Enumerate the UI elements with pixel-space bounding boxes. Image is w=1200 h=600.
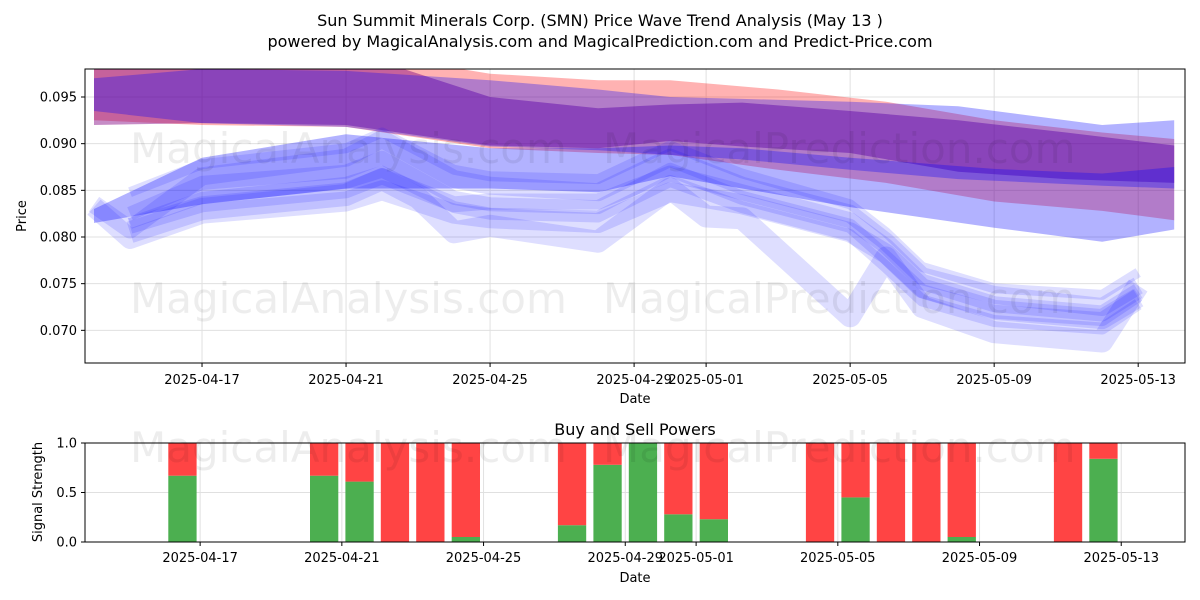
price-x-axis: 2025-04-17 2025-04-21 2025-04-25 2025-04-29…	[164, 363, 1176, 388]
buy-bar	[310, 475, 339, 542]
signal-y-tick-label: 0.0	[56, 536, 77, 551]
sell-bar	[841, 443, 870, 498]
trend-band-blue-2	[94, 69, 1175, 189]
price-x-tick-label: 2025-05-05	[812, 373, 888, 388]
buy-bar	[628, 443, 658, 542]
price-x-axis-label: Date	[619, 392, 650, 407]
buy-bar	[699, 519, 728, 542]
price-x-tick-label: 2025-04-21	[308, 373, 384, 388]
price-panel-grid	[85, 69, 1185, 363]
buy-bar	[841, 497, 870, 542]
trend-band-purple-1	[94, 69, 1175, 183]
price-bands	[94, 69, 1175, 242]
signal-x-tick-label: 2025-04-21	[304, 551, 380, 566]
sell-bar	[876, 443, 906, 542]
price-x-tick-label: 2025-05-01	[668, 373, 744, 388]
buy-bar	[593, 464, 622, 542]
price-y-tick-label: 0.085	[40, 184, 77, 199]
sell-bar	[947, 443, 976, 537]
sell-bar	[416, 443, 445, 542]
price-y-tick-label: 0.075	[40, 277, 77, 292]
buy-bar	[947, 537, 976, 542]
price-panel-watermarks: MagicalAnalysis.com MagicalPrediction.co…	[130, 124, 1076, 323]
watermark-analysis-middle: MagicalAnalysis.com	[130, 274, 567, 323]
sell-bar	[699, 443, 728, 520]
sell-bar	[1053, 443, 1083, 542]
price-y-tick-label: 0.095	[40, 91, 77, 106]
signal-y-tick-label: 1.0	[56, 437, 77, 452]
sell-bar	[912, 443, 941, 542]
price-panel-frame	[84, 68, 1186, 364]
price-wave-0	[88, 130, 1143, 316]
watermark-prediction-middle: MagicalPrediction.com	[603, 274, 1076, 323]
chart-subtitle: powered by MagicalAnalysis.com and Magic…	[267, 32, 932, 51]
price-y-axis-label: Price	[15, 200, 30, 232]
price-wave-2	[128, 165, 1142, 335]
signal-x-tick-label: 2025-04-29	[587, 551, 663, 566]
price-x-tick-label: 2025-04-29	[596, 373, 672, 388]
price-x-tick-label: 2025-05-13	[1100, 373, 1176, 388]
price-wave-5	[127, 165, 1143, 322]
price-wave-6	[87, 180, 1144, 330]
price-x-tick-label: 2025-05-09	[956, 373, 1032, 388]
signal-x-tick-label: 2025-05-05	[800, 551, 876, 566]
sell-bar	[1089, 443, 1118, 459]
buy-bar	[168, 475, 197, 542]
price-x-tick-label: 2025-04-25	[452, 373, 528, 388]
buy-bar	[557, 525, 587, 542]
price-y-tick-label: 0.090	[40, 137, 77, 152]
chart-title: Sun Summit Minerals Corp. (SMN) Price Wa…	[317, 11, 883, 30]
price-y-tick-label: 0.080	[40, 231, 77, 246]
trend-band-red-0	[94, 69, 1175, 221]
price-wave-1	[127, 150, 1143, 327]
price-wave-3	[126, 168, 1148, 353]
signal-x-tick-label: 2025-05-01	[658, 551, 734, 566]
sell-bar	[593, 443, 622, 465]
watermark-prediction-top: MagicalPrediction.com	[603, 124, 1076, 173]
signal-panel-title: Buy and Sell Powers	[554, 420, 716, 439]
trend-band-blue-3	[94, 134, 1175, 242]
buy-bar	[664, 514, 693, 542]
price-y-axis: 0.070 0.075 0.080 0.085 0.090 0.095	[40, 91, 85, 339]
watermark-analysis-top: MagicalAnalysis.com	[130, 124, 567, 173]
signal-x-tick-label: 2025-04-17	[162, 551, 238, 566]
sell-bar	[310, 443, 339, 476]
watermark-prediction-bottom: MagicalPrediction.com	[603, 423, 1076, 472]
sell-bar	[380, 443, 410, 542]
price-waves	[87, 127, 1148, 353]
sell-bar	[805, 443, 835, 542]
signal-x-axis: 2025-04-17 2025-04-21 2025-04-25 2025-04-29…	[162, 542, 1159, 566]
watermark-analysis-bottom: MagicalAnalysis.com	[130, 423, 567, 472]
sell-bar	[168, 443, 197, 476]
sell-bar	[345, 443, 374, 482]
signal-y-tick-label: 0.5	[56, 486, 77, 501]
sell-bar	[451, 443, 480, 537]
buy-bar	[345, 481, 374, 542]
price-x-tick-label: 2025-04-17	[164, 373, 240, 388]
sell-bar	[557, 443, 587, 526]
price-y-tick-label: 0.070	[40, 324, 77, 339]
price-wave-4	[128, 127, 1141, 300]
signal-y-axis-label: Signal Strength	[31, 442, 46, 542]
buy-bar	[451, 537, 480, 542]
signal-bars	[168, 443, 1118, 542]
buy-bar	[1089, 458, 1118, 542]
signal-x-tick-label: 2025-04-25	[446, 551, 522, 566]
signal-x-tick-label: 2025-05-13	[1083, 551, 1159, 566]
sell-bar	[664, 443, 693, 515]
signal-x-tick-label: 2025-05-09	[942, 551, 1018, 566]
signal-x-axis-label: Date	[619, 571, 650, 586]
signal-y-axis: 0.0 0.5 1.0	[56, 437, 85, 551]
